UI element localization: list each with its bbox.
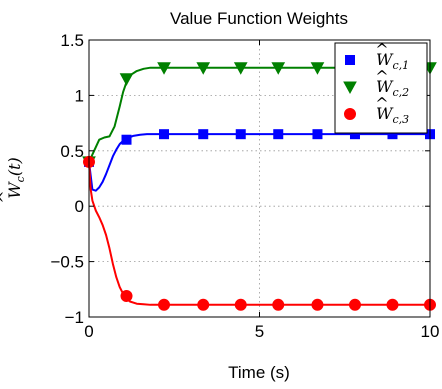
legend-hat-3: ^ (375, 94, 388, 113)
series-3-point (234, 298, 247, 311)
series-1-point (159, 129, 170, 140)
series-3-point (348, 298, 361, 311)
svg-text:Wc(t): Wc(t) (5, 157, 27, 199)
series-2-point (271, 62, 286, 75)
y-tick-label: 0.5 (60, 142, 84, 161)
series-3-point (386, 298, 399, 311)
legend-entry-2: Wc,2^ (343, 67, 409, 99)
y-axis-label: Wc(t) ^ (0, 157, 27, 203)
legend-marker-2 (343, 81, 357, 95)
y-tick-label: −1 (65, 308, 84, 327)
legend-label-1: Wc,1 (376, 50, 409, 72)
series-2-point (157, 62, 171, 75)
series-3-point (197, 298, 210, 311)
series-1 (84, 129, 435, 192)
series-1-point (312, 129, 323, 140)
x-axis-label: Time (s) (228, 363, 290, 382)
series-3-point (311, 298, 324, 311)
series-2-line (88, 66, 430, 163)
x-tick-label: 5 (255, 322, 264, 341)
y-axis-hat: ^ (0, 190, 14, 203)
y-axis-label-sub: c (14, 176, 27, 182)
legend-marker-1 (345, 55, 355, 65)
y-tick-label: 1 (75, 86, 84, 105)
x-tick-label: 10 (421, 322, 440, 341)
y-tick-label: 0 (75, 197, 84, 216)
series-1-point (198, 129, 209, 140)
chart-title: Value Function Weights (170, 9, 348, 28)
legend-label-3: Wc,3 (376, 104, 409, 126)
series-2-point (233, 62, 248, 75)
series-2-point (196, 62, 211, 75)
y-axis-label-arg: (t) (5, 157, 24, 176)
series-3 (83, 155, 436, 311)
legend-hat-2: ^ (375, 67, 388, 86)
y-axis-label-base: W (5, 181, 24, 199)
series-1-point (273, 129, 284, 140)
legend-marker-3 (344, 108, 356, 120)
plot-frame (88, 39, 431, 318)
x-tick-label: 0 (84, 322, 93, 341)
axis-ticks: 0 5 10 −1 −0.5 0 0.5 1 1.5 (50, 31, 439, 341)
series-3-point (272, 298, 285, 311)
series-2-point (119, 73, 134, 86)
series-3-point (158, 298, 171, 311)
legend-hat-1: ^ (375, 40, 388, 59)
series-1-point (235, 129, 246, 140)
y-tick-label: 1.5 (60, 31, 84, 50)
legend-entry-3: Wc,3^ (344, 94, 409, 126)
legend-label-2: Wc,2 (376, 77, 409, 99)
y-tick-label: −0.5 (50, 253, 84, 272)
series-layer (82, 62, 437, 311)
series-1-point (121, 134, 132, 145)
series-3-point (120, 289, 133, 302)
legend-entry-1: Wc,1^ (345, 40, 409, 72)
legend: Wc,1^Wc,2^Wc,3^ (334, 40, 428, 134)
series-2-point (310, 62, 325, 75)
series-1-line (88, 133, 430, 192)
